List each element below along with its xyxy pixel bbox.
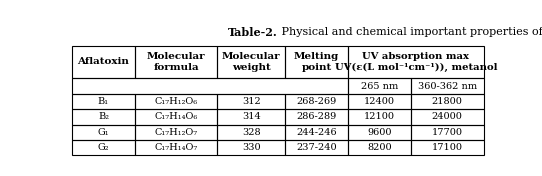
Text: 9600: 9600 (367, 128, 392, 137)
Text: 244-246: 244-246 (296, 128, 337, 137)
Bar (72, 140, 135, 155)
Text: C₁₇H₁₂O₆: C₁₇H₁₂O₆ (154, 97, 198, 106)
Bar (135, 109, 217, 125)
Text: 360-362 nm: 360-362 nm (418, 82, 477, 91)
Text: 265 nm: 265 nm (361, 82, 398, 91)
Text: Physical and chemical important properties of the Aflatoxin.: Physical and chemical important properti… (278, 27, 542, 37)
Bar (285, 125, 348, 140)
Text: C₁₇H₁₄O₇: C₁₇H₁₄O₇ (154, 143, 198, 152)
Bar (135, 46, 217, 78)
Bar (135, 125, 217, 140)
Bar (285, 46, 348, 78)
Text: C₁₇H₁₂O₇: C₁₇H₁₂O₇ (154, 128, 198, 137)
Bar (72, 94, 135, 109)
Bar (135, 140, 217, 155)
Bar (411, 140, 483, 155)
Bar (135, 94, 217, 109)
Text: G₁: G₁ (98, 128, 109, 137)
Text: 17100: 17100 (432, 143, 463, 152)
Text: 24000: 24000 (432, 112, 463, 121)
Bar (72, 78, 348, 94)
Text: C₁₇H₁₄O₆: C₁₇H₁₄O₆ (154, 112, 198, 121)
Bar (411, 109, 483, 125)
Text: 21800: 21800 (432, 97, 463, 106)
Text: 17700: 17700 (432, 128, 463, 137)
Text: 8200: 8200 (367, 143, 392, 152)
Text: Aflatoxin: Aflatoxin (78, 58, 130, 67)
Bar (348, 125, 411, 140)
Bar (348, 78, 411, 94)
Text: B₂: B₂ (98, 112, 109, 121)
Bar (411, 78, 483, 94)
Bar (348, 46, 483, 78)
Bar (72, 46, 135, 78)
Bar (217, 109, 285, 125)
Text: B₁: B₁ (98, 97, 109, 106)
Text: 286-289: 286-289 (296, 112, 337, 121)
Bar (72, 125, 135, 140)
Bar (411, 94, 483, 109)
Text: 12100: 12100 (364, 112, 395, 121)
Bar (411, 125, 483, 140)
Bar (217, 46, 285, 78)
Bar (72, 109, 135, 125)
Bar (217, 94, 285, 109)
Text: Table-2.: Table-2. (228, 27, 278, 38)
Text: 237-240: 237-240 (296, 143, 337, 152)
Text: UV absorption max
UV(ε(L mol⁻¹cm⁻¹)), metanol: UV absorption max UV(ε(L mol⁻¹cm⁻¹)), me… (334, 52, 497, 72)
Text: 328: 328 (242, 128, 261, 137)
Bar (217, 140, 285, 155)
Text: 312: 312 (242, 97, 261, 106)
Text: 330: 330 (242, 143, 261, 152)
Bar (285, 94, 348, 109)
Text: Molecular
formula: Molecular formula (147, 52, 205, 72)
Text: Molecular
weight: Molecular weight (222, 52, 280, 72)
Text: 268-269: 268-269 (296, 97, 337, 106)
Bar (285, 140, 348, 155)
Text: 314: 314 (242, 112, 261, 121)
Text: G₂: G₂ (98, 143, 109, 152)
Bar (348, 109, 411, 125)
Bar (217, 125, 285, 140)
Bar (348, 94, 411, 109)
Bar (348, 140, 411, 155)
Bar (285, 109, 348, 125)
Text: Melting
point: Melting point (294, 52, 339, 72)
Text: 12400: 12400 (364, 97, 395, 106)
